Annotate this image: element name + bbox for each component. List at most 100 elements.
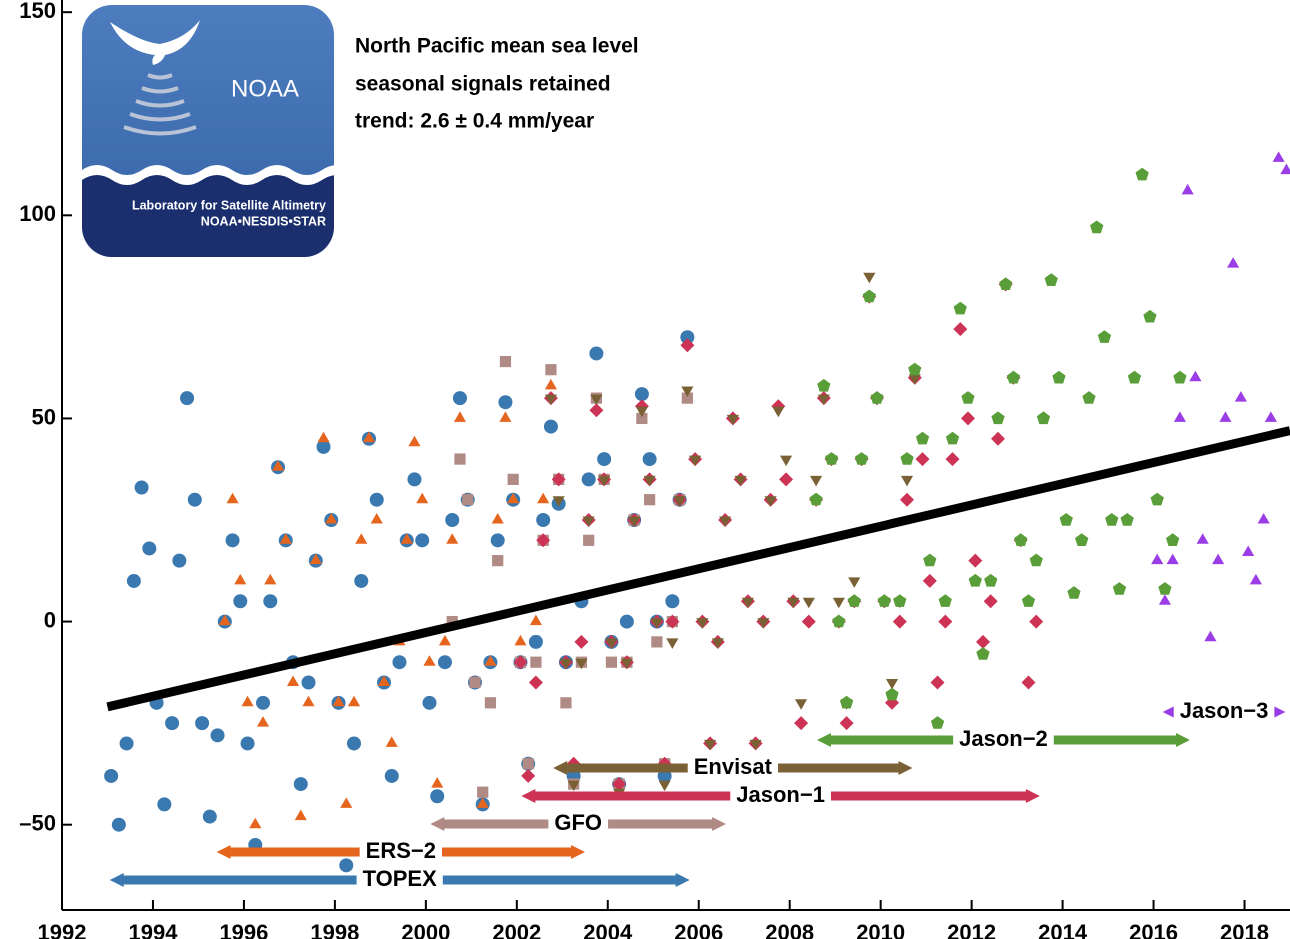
data-point	[877, 594, 891, 607]
y-tick-label: 50	[32, 404, 56, 429]
data-point	[316, 439, 331, 454]
logo-band	[82, 175, 334, 257]
data-point	[961, 411, 975, 426]
data-point	[362, 431, 376, 443]
x-tick-label: 1994	[128, 920, 178, 939]
data-point	[240, 736, 255, 751]
data-point	[643, 475, 656, 487]
mission-label: GFO	[554, 810, 602, 835]
data-point	[1044, 273, 1058, 286]
data-point	[922, 573, 937, 588]
trend-line	[106, 426, 1290, 712]
data-point	[892, 614, 907, 629]
data-point	[528, 634, 543, 649]
x-tick-label: 1996	[219, 920, 268, 939]
data-point	[1189, 370, 1202, 382]
arrow-head	[216, 845, 231, 859]
data-point	[1158, 582, 1172, 595]
data-point	[597, 452, 612, 467]
data-point	[332, 695, 345, 707]
data-point	[514, 634, 527, 646]
data-point	[658, 780, 671, 792]
data-point	[416, 492, 429, 504]
data-point	[1120, 513, 1134, 526]
mission-label: Envisat	[694, 754, 773, 779]
x-tick-label: 2006	[674, 920, 723, 939]
data-point	[567, 780, 580, 792]
data-point	[256, 695, 271, 710]
data-point	[945, 452, 960, 467]
arrow-head	[816, 733, 831, 747]
x-tick-label: 2008	[765, 920, 814, 939]
data-point	[885, 687, 899, 701]
mission-label: Jason−1	[736, 782, 825, 807]
data-point	[142, 541, 157, 556]
annotation: trend: 2.6 ± 0.4 mm/year	[355, 110, 594, 133]
data-point	[636, 412, 648, 425]
data-point	[1150, 492, 1164, 506]
logo-rings	[123, 73, 197, 136]
data-point	[984, 573, 998, 587]
data-point	[832, 597, 845, 609]
logo-bird	[110, 20, 200, 65]
data-point	[681, 386, 694, 397]
y-tick-label: 0	[44, 607, 56, 632]
data-point	[407, 472, 422, 487]
data-point	[355, 533, 368, 544]
data-point	[991, 431, 1005, 446]
data-point	[454, 453, 466, 465]
data-point	[976, 647, 990, 660]
data-point	[202, 809, 217, 824]
data-point	[644, 494, 656, 506]
data-point	[422, 695, 437, 710]
data-point	[309, 553, 322, 565]
data-point	[1166, 553, 1179, 565]
data-point	[257, 716, 270, 727]
data-point	[1112, 582, 1127, 595]
data-point	[377, 675, 391, 686]
data-point	[415, 533, 430, 548]
data-point	[726, 414, 739, 426]
data-point	[423, 655, 436, 666]
data-point	[749, 739, 762, 751]
data-point	[976, 634, 990, 649]
data-point	[582, 516, 595, 527]
data-point	[680, 338, 695, 353]
data-point	[628, 516, 641, 527]
data-point	[529, 614, 542, 626]
data-point	[452, 391, 467, 406]
data-point	[908, 362, 922, 376]
data-point	[233, 594, 248, 609]
data-point	[264, 573, 277, 585]
data-point	[530, 656, 542, 668]
data-point	[589, 346, 604, 361]
data-point	[272, 460, 285, 471]
data-point	[930, 716, 945, 729]
mission-label: ERS−2	[366, 838, 436, 863]
data-point	[801, 614, 816, 629]
data-point	[642, 452, 657, 467]
data-point	[620, 658, 633, 670]
data-point	[384, 768, 399, 783]
data-point	[1212, 553, 1225, 565]
y-tick-label: –50	[19, 811, 56, 836]
data-point	[779, 472, 794, 487]
data-point	[187, 492, 202, 507]
data-point	[1151, 553, 1164, 565]
data-point	[612, 777, 627, 792]
data-point	[574, 634, 589, 649]
data-point	[673, 496, 686, 507]
data-point	[1067, 586, 1081, 599]
data-point	[794, 716, 809, 731]
data-point	[886, 679, 899, 690]
mission-label: Jason−2	[959, 726, 1048, 751]
mission-label: TOPEX	[363, 866, 438, 891]
data-point	[552, 496, 565, 507]
data-point	[263, 594, 278, 609]
data-point	[1242, 545, 1255, 556]
arrow-head	[1271, 705, 1286, 719]
data-point	[930, 675, 945, 690]
x-tick-label: 2002	[492, 920, 541, 939]
data-point	[704, 739, 717, 751]
data-point	[218, 614, 231, 626]
